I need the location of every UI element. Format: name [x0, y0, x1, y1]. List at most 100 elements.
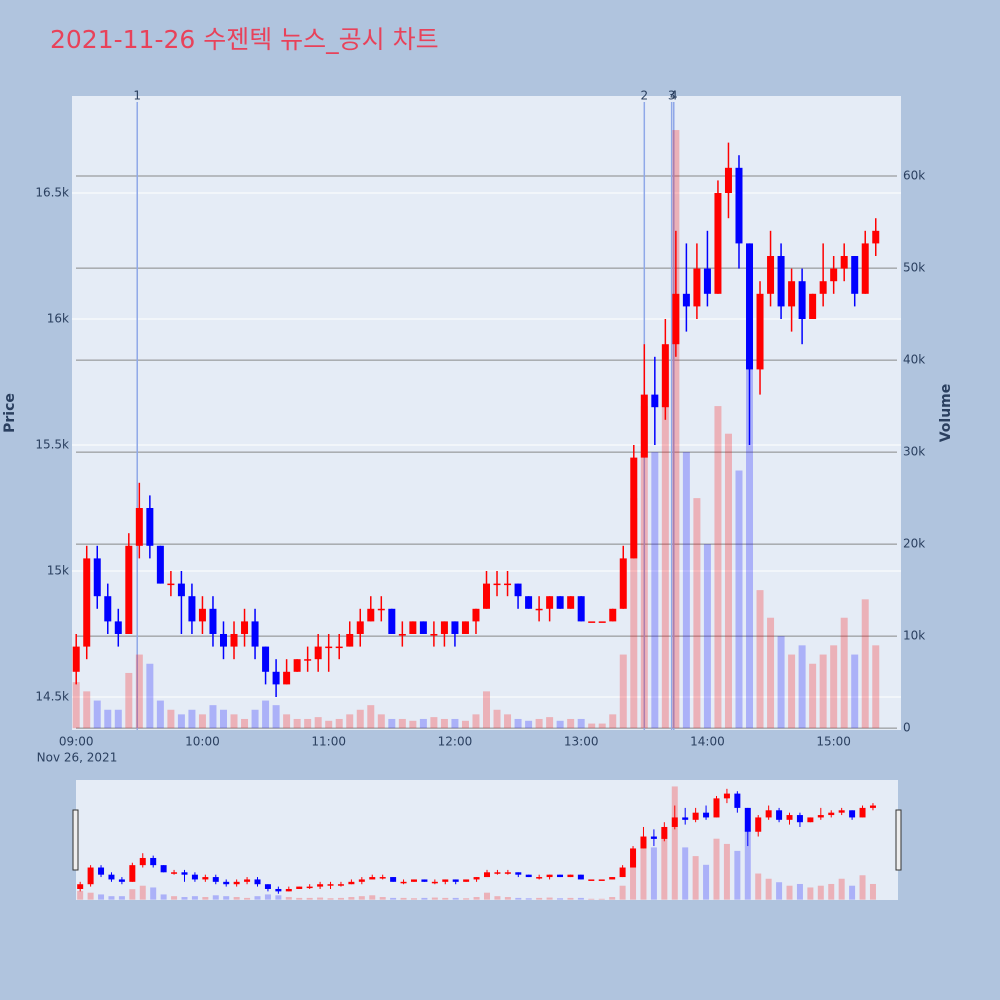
marks: [72, 130, 880, 900]
candle-body: [400, 881, 407, 884]
candle-body: [713, 798, 720, 818]
volume-bar: [484, 892, 490, 900]
volume-bar: [125, 672, 133, 729]
candle-body: [356, 621, 364, 634]
volume-bar: [114, 709, 122, 729]
volume-bar: [809, 663, 817, 729]
volume-bar: [264, 894, 271, 900]
volume-bar: [776, 882, 783, 900]
volume-bar: [440, 718, 448, 729]
volume-bar: [212, 895, 219, 900]
candle-body: [244, 879, 251, 882]
volume-bar: [219, 709, 227, 729]
volume-bar: [244, 897, 251, 900]
volume-bar: [398, 718, 406, 729]
candle-body: [692, 812, 699, 820]
volume-bar: [473, 897, 480, 900]
candle-body: [379, 877, 386, 879]
candle-body: [746, 243, 754, 370]
volume-bar: [377, 714, 385, 729]
candle-body: [786, 815, 793, 820]
candle-body: [546, 596, 554, 609]
x-tick-label: 11:00: [311, 735, 346, 749]
candle-body: [714, 193, 722, 294]
candle-body: [451, 621, 459, 634]
candle-body: [838, 810, 845, 813]
volume-bar: [209, 705, 217, 729]
volume-bar: [171, 896, 178, 900]
volume-bar: [223, 896, 230, 900]
volume-bar: [765, 878, 772, 900]
volume-bar: [861, 599, 869, 729]
candle-body: [108, 874, 115, 880]
candle-body: [377, 608, 385, 611]
volume-bar: [129, 889, 136, 900]
volume-bar: [840, 617, 848, 729]
candle-body: [494, 872, 501, 874]
volume-bar: [661, 360, 669, 729]
volume-bar: [598, 898, 605, 900]
volume-bar: [356, 709, 364, 729]
candle-body: [755, 817, 762, 832]
volume-bar: [851, 654, 859, 729]
candle-body: [819, 281, 827, 294]
volume-bar: [828, 883, 835, 900]
candle-body: [734, 793, 741, 808]
candle-body: [254, 879, 261, 885]
chart-title: 2021-11-26 수젠텍 뉴스_공시 차트: [50, 25, 439, 54]
candle-body: [219, 633, 227, 647]
range-slider[interactable]: [76, 780, 898, 900]
volume-bar: [272, 705, 280, 729]
volume-bar: [619, 654, 627, 729]
candle-body: [93, 558, 101, 597]
x-tick-label: 14:00: [690, 735, 725, 749]
range-handle[interactable]: [72, 809, 79, 871]
y-tick-label: 15k: [47, 563, 69, 577]
volume-bar: [108, 896, 115, 900]
volume-bar: [609, 897, 616, 900]
volume-bar: [367, 705, 375, 729]
candle-body: [251, 621, 259, 647]
candle-body: [828, 812, 835, 816]
candle-body: [262, 646, 270, 672]
volume-bar: [262, 700, 270, 729]
candle-body: [171, 872, 178, 874]
volume-bar: [567, 718, 575, 729]
volume-bar: [483, 691, 490, 729]
volume-bar: [536, 897, 543, 900]
candle-body: [317, 884, 324, 887]
candle-body: [849, 810, 856, 818]
volume-bar: [817, 885, 824, 900]
volume-bar: [494, 896, 501, 900]
candle-body: [809, 293, 817, 320]
candle-body: [177, 583, 185, 597]
candle-body: [388, 608, 396, 634]
candle-body: [493, 583, 501, 586]
x-tick-label: 13:00: [564, 735, 599, 749]
range-handle[interactable]: [895, 809, 902, 871]
candle-body: [191, 874, 198, 880]
candle-body: [661, 344, 669, 408]
candle-body: [461, 621, 469, 634]
candle-body: [661, 826, 668, 839]
candle-body: [515, 872, 522, 875]
volume-bar: [419, 718, 427, 729]
volume-bar: [756, 590, 764, 729]
candle-body: [369, 877, 376, 880]
candle-body: [703, 812, 710, 818]
candle-body: [859, 807, 866, 818]
candle-body: [598, 879, 605, 881]
volume-bar: [577, 718, 585, 729]
annotation-label: 3: [668, 89, 676, 103]
candle-body: [272, 671, 280, 685]
volume-bar: [241, 718, 249, 729]
candle-body: [104, 596, 112, 622]
volume-bar: [671, 786, 678, 900]
volume-bar: [859, 875, 866, 900]
volume-bar: [188, 709, 196, 729]
candle-body: [744, 807, 751, 832]
candle-body: [306, 886, 313, 889]
candle-body: [588, 879, 595, 881]
candle-body: [807, 817, 814, 823]
